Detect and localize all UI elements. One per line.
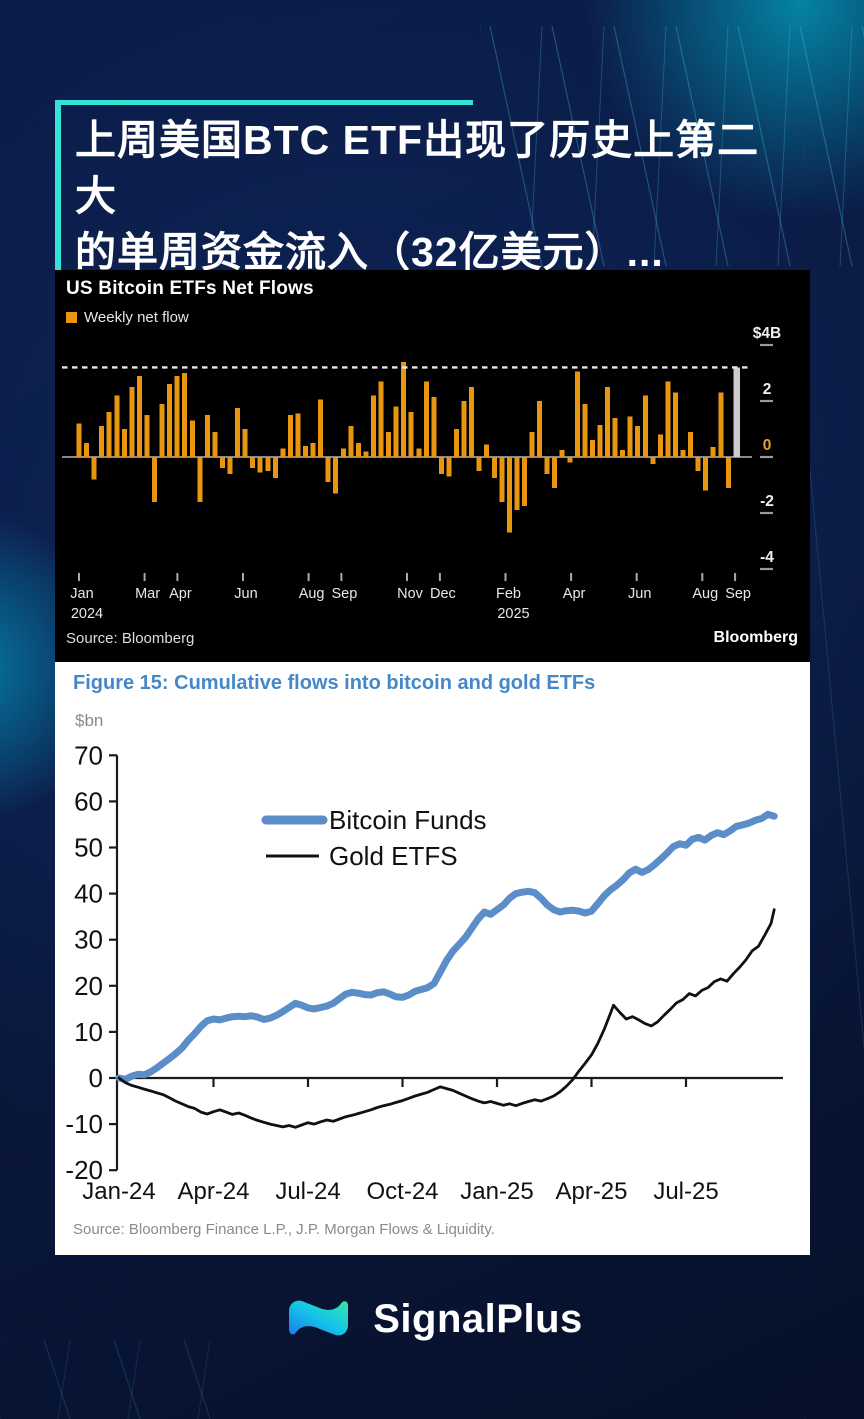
svg-text:-2: -2 bbox=[760, 493, 774, 510]
signalplus-footer: SignalPlus bbox=[0, 1288, 864, 1350]
svg-text:2: 2 bbox=[763, 381, 772, 398]
svg-text:Apr: Apr bbox=[563, 586, 586, 602]
svg-text:Jul-25: Jul-25 bbox=[653, 1178, 718, 1205]
weekly-net-flow-swatch-icon bbox=[66, 312, 77, 323]
svg-text:2024: 2024 bbox=[71, 606, 103, 622]
svg-text:Jun: Jun bbox=[234, 586, 257, 602]
chart1-source: Source: Bloomberg bbox=[66, 629, 195, 647]
svg-text:70: 70 bbox=[74, 740, 103, 770]
svg-text:2025: 2025 bbox=[497, 606, 529, 622]
chart1-title: US Bitcoin ETFs Net Flows bbox=[66, 278, 314, 299]
svg-text:-20: -20 bbox=[65, 1155, 103, 1185]
svg-text:Gold ETFS: Gold ETFS bbox=[329, 841, 458, 871]
headline-line-2: 的单周资金流入（32亿美元）... bbox=[75, 229, 664, 275]
svg-text:Bitcoin Funds: Bitcoin Funds bbox=[329, 805, 487, 835]
chart2-source: Source: Bloomberg Finance L.P., J.P. Mor… bbox=[73, 1221, 495, 1238]
svg-text:30: 30 bbox=[74, 925, 103, 955]
svg-text:$4B: $4B bbox=[753, 326, 781, 342]
bloomberg-logo: Bloomberg bbox=[713, 629, 798, 646]
svg-text:Apr-24: Apr-24 bbox=[177, 1178, 249, 1205]
svg-text:Aug: Aug bbox=[299, 586, 325, 602]
chart2-title: Figure 15: Cumulative flows into bitcoin… bbox=[73, 672, 596, 694]
svg-text:Feb: Feb bbox=[496, 586, 521, 602]
svg-text:Aug: Aug bbox=[692, 586, 718, 602]
svg-text:Sep: Sep bbox=[331, 586, 357, 602]
svg-text:40: 40 bbox=[74, 879, 103, 909]
svg-text:Jan-25: Jan-25 bbox=[460, 1178, 533, 1205]
svg-text:60: 60 bbox=[74, 786, 103, 816]
svg-text:Apr: Apr bbox=[169, 586, 192, 602]
svg-text:Jun: Jun bbox=[628, 586, 651, 602]
svg-text:Nov: Nov bbox=[397, 586, 424, 602]
svg-text:Jan-24: Jan-24 bbox=[82, 1178, 155, 1205]
signalplus-logo-icon bbox=[289, 1300, 349, 1336]
cumulative-flows-chart-panel: Figure 15: Cumulative flows into bitcoin… bbox=[55, 662, 810, 1255]
btc-etf-net-flows-chart-panel: US Bitcoin ETFs Net Flows Weekly net flo… bbox=[55, 270, 810, 662]
chart1-legend: Weekly net flow bbox=[66, 309, 810, 326]
headline-block: 上周美国BTC ETF出现了历史上第二大 的单周资金流入（32亿美元）... bbox=[55, 100, 785, 290]
chart2-unit-label: $bn bbox=[75, 711, 104, 730]
svg-text:-10: -10 bbox=[65, 1109, 103, 1139]
svg-text:Dec: Dec bbox=[430, 586, 456, 602]
svg-text:Oct-24: Oct-24 bbox=[366, 1178, 438, 1205]
svg-text:50: 50 bbox=[74, 833, 103, 863]
svg-text:Sep: Sep bbox=[725, 586, 751, 602]
signalplus-logo-text: SignalPlus bbox=[373, 1296, 583, 1341]
svg-text:Mar: Mar bbox=[135, 586, 160, 602]
svg-text:0: 0 bbox=[89, 1063, 103, 1093]
cumulative-flows-line-chart: 70 60 50 40 30 20 10 0 -10 -20 Bitcoin Funds Gold E… bbox=[65, 740, 783, 1205]
svg-text:Jul-24: Jul-24 bbox=[275, 1178, 340, 1205]
decorative-lines-right bbox=[804, 140, 864, 1419]
svg-text:10: 10 bbox=[74, 1017, 103, 1047]
svg-text:Jan: Jan bbox=[70, 586, 93, 602]
chart1-footer: Source: Bloomberg Bloomberg bbox=[66, 629, 798, 647]
weekly-net-flow-bar-chart: $4B 2 0 -2 -4 Jan 2024 Mar Apr Jun Aug Sep Nov Dec Feb… bbox=[62, 326, 781, 622]
chart1-legend-label: Weekly net flow bbox=[84, 309, 189, 326]
decorative-lines-bottom-left bbox=[0, 1340, 210, 1419]
svg-text:Apr-25: Apr-25 bbox=[555, 1178, 627, 1205]
svg-text:20: 20 bbox=[74, 971, 103, 1001]
svg-text:0: 0 bbox=[763, 437, 772, 454]
headline-line-1: 上周美国BTC ETF出现了历史上第二大 bbox=[75, 117, 760, 219]
svg-text:-4: -4 bbox=[760, 549, 774, 566]
